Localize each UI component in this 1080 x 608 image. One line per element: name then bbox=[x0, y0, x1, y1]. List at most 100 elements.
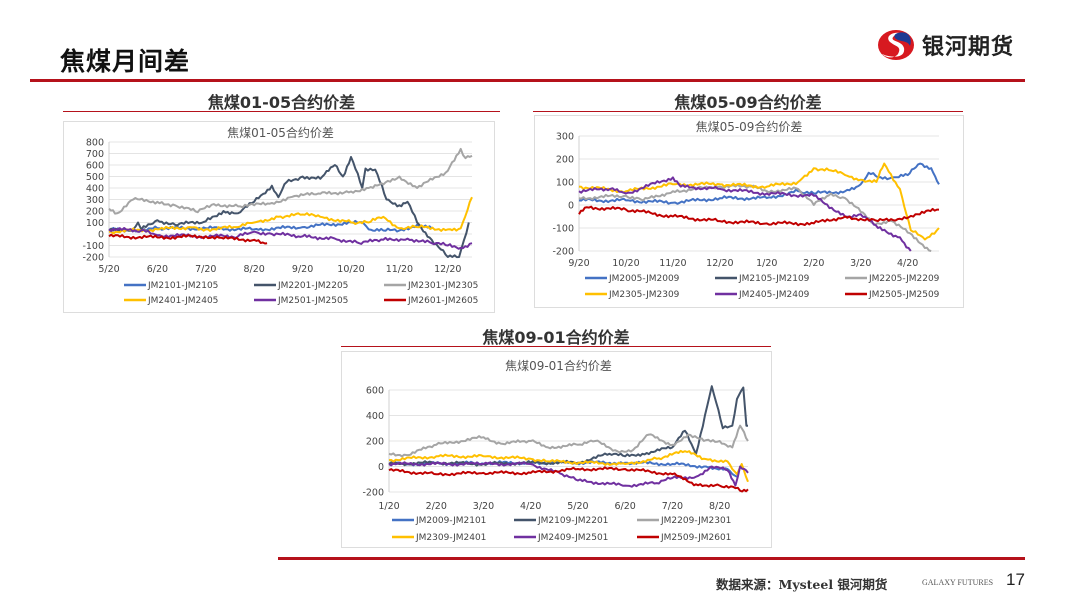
x-tick-label: 12/20 bbox=[434, 264, 461, 275]
series-line-JM2201-JM2205 bbox=[108, 156, 470, 259]
series-line-JM2209-JM2301 bbox=[388, 424, 749, 458]
legend-label: JM2101-JM2105 bbox=[147, 281, 218, 291]
chart-01-05: 焦煤01-05合约价差 800 700 600 500 400 300 200 100 0 -100… bbox=[63, 121, 495, 313]
x-tick-label: 4/20 bbox=[897, 258, 918, 269]
y-tick-label: 400 bbox=[366, 411, 384, 422]
x-tick-label: 11/20 bbox=[659, 258, 686, 269]
x-tick-label: 12/20 bbox=[706, 258, 733, 269]
series-line-JM2509-JM2601 bbox=[388, 466, 749, 493]
chart-svg-01-05: 焦煤01-05合约价差 8007006005004003002001000-100… bbox=[82, 125, 478, 306]
y-tick-label: 700 bbox=[86, 149, 104, 160]
y-tick-label: 0 bbox=[378, 462, 384, 473]
y-tick-label: 200 bbox=[556, 155, 574, 166]
y-tick-label: 200 bbox=[366, 437, 384, 448]
x-tick-label: 4/20 bbox=[520, 501, 541, 512]
legend-label: JM2401-JM2405 bbox=[147, 296, 218, 306]
legend-label: JM2601-JM2605 bbox=[407, 296, 478, 306]
y-tick-label: -200 bbox=[82, 253, 104, 264]
series-line-JM2405-JM2409 bbox=[578, 176, 912, 252]
y-tick-label: 300 bbox=[86, 195, 104, 206]
page-number: 17 bbox=[1006, 570, 1025, 589]
page-title: 焦煤月间差 bbox=[60, 47, 191, 76]
y-tick-label: 100 bbox=[556, 178, 574, 189]
x-tick-label: 10/20 bbox=[337, 264, 364, 275]
legend-label: JM2305-JM2309 bbox=[608, 290, 680, 300]
chart-title: 焦煤05-09合约价差 bbox=[696, 119, 803, 134]
legend-label: JM2205-JM2209 bbox=[868, 274, 940, 284]
chart-title: 焦煤01-05合约价差 bbox=[227, 125, 334, 140]
y-tick-label: 400 bbox=[86, 184, 104, 195]
legend-label: JM2109-JM2201 bbox=[537, 516, 608, 526]
y-tick-label: 200 bbox=[86, 207, 104, 218]
panel-heading-09-01: 焦煤09-01合约价差 bbox=[482, 328, 630, 347]
x-tick-label: 8/20 bbox=[709, 501, 730, 512]
chart-05-09: 焦煤05-09合约价差 300 200 100 0 -100 -200 9/20 10/20 11… bbox=[534, 115, 964, 308]
x-tick-label: 5/20 bbox=[567, 501, 588, 512]
legend-label: JM2309-JM2401 bbox=[415, 533, 486, 543]
legend-label: JM2509-JM2601 bbox=[660, 533, 731, 543]
legend-label: JM2009-JM2101 bbox=[415, 516, 486, 526]
legend-label: JM2005-JM2009 bbox=[608, 274, 680, 284]
x-tick-label: 8/20 bbox=[244, 264, 265, 275]
x-tick-label: 9/20 bbox=[292, 264, 313, 275]
company-logo: 银河期货 bbox=[876, 28, 1014, 62]
footer-brand: GALAXY FUTURES bbox=[922, 578, 994, 587]
y-tick-label: 800 bbox=[86, 138, 104, 149]
chart-title: 焦煤09-01合约价差 bbox=[505, 358, 612, 373]
panel-heading-05-09: 焦煤05-09合约价差 bbox=[674, 93, 822, 112]
series-line-JM2301-JM2305 bbox=[108, 147, 473, 215]
legend-label: JM2201-JM2205 bbox=[277, 281, 348, 291]
legend-label: JM2105-JM2109 bbox=[738, 274, 810, 284]
header-rule bbox=[30, 79, 1025, 82]
x-tick-label: 1/20 bbox=[378, 501, 399, 512]
y-tick-label: 300 bbox=[556, 132, 574, 143]
series-line-JM2601-JM2605 bbox=[108, 233, 268, 245]
x-tick-label: 5/20 bbox=[98, 264, 119, 275]
chart-svg-05-09: 焦煤05-09合约价差 300 200 100 0 -100 -2009/20 10/20 11… bbox=[552, 119, 940, 300]
y-tick-label: 600 bbox=[366, 386, 384, 397]
x-tick-label: 11/20 bbox=[386, 264, 413, 275]
chart-09-01: 焦煤09-01合约价差 600 400 200 0 -200 1/20 2/20 3/20 4/2… bbox=[341, 351, 772, 548]
panel-rule bbox=[341, 346, 771, 347]
x-tick-label: 6/20 bbox=[615, 501, 636, 512]
x-tick-label: 6/20 bbox=[147, 264, 168, 275]
series-line-JM2409-JM2501 bbox=[388, 461, 749, 488]
y-tick-label: 0 bbox=[568, 201, 574, 212]
y-tick-label: 600 bbox=[86, 161, 104, 172]
series-line-JM2501-JM2505 bbox=[108, 227, 473, 250]
y-tick-label: -100 bbox=[552, 224, 574, 235]
legend-label: JM2505-JM2509 bbox=[868, 290, 940, 300]
legend-label: JM2301-JM2305 bbox=[407, 281, 478, 291]
series-line-JM2401-JM2405 bbox=[108, 196, 473, 235]
legend-label: JM2405-JM2409 bbox=[738, 290, 810, 300]
galaxy-logo-icon bbox=[878, 30, 914, 60]
series-line-JM2309-JM2401 bbox=[388, 449, 749, 483]
legend-label: JM2409-JM2501 bbox=[537, 533, 608, 543]
panel-heading-01-05: 焦煤01-05合约价差 bbox=[207, 93, 356, 112]
y-tick-label: -200 bbox=[552, 247, 574, 258]
legend-label: JM2501-JM2505 bbox=[277, 296, 348, 306]
y-tick-label: 500 bbox=[86, 172, 104, 183]
x-tick-label: 9/20 bbox=[568, 258, 589, 269]
x-tick-label: 7/20 bbox=[195, 264, 216, 275]
y-tick-label: -200 bbox=[362, 488, 384, 499]
y-tick-label: 100 bbox=[86, 218, 104, 229]
x-tick-label: 3/20 bbox=[473, 501, 494, 512]
x-tick-label: 2/20 bbox=[803, 258, 824, 269]
panel-rule bbox=[63, 111, 500, 112]
y-tick-label: 0 bbox=[98, 230, 104, 241]
legend-label: JM2209-JM2301 bbox=[660, 516, 731, 526]
x-tick-label: 7/20 bbox=[662, 501, 683, 512]
footer-rule bbox=[278, 557, 1025, 560]
x-tick-label: 1/20 bbox=[756, 258, 777, 269]
chart-svg-09-01: 焦煤09-01合约价差 600 400 200 0 -200 1/20 2/20 3/20 4/2… bbox=[362, 358, 749, 543]
series-line-JM2505-JM2509 bbox=[578, 205, 939, 227]
data-source: 数据来源：Mysteel 银河期货 bbox=[716, 577, 888, 592]
y-tick-label: -100 bbox=[82, 241, 104, 252]
logo-text: 银河期货 bbox=[922, 35, 1015, 60]
x-tick-label: 10/20 bbox=[612, 258, 639, 269]
series-line-JM2205-JM2209 bbox=[578, 183, 932, 252]
series-line-JM2005-JM2009 bbox=[578, 162, 940, 205]
x-tick-label: 2/20 bbox=[426, 501, 447, 512]
